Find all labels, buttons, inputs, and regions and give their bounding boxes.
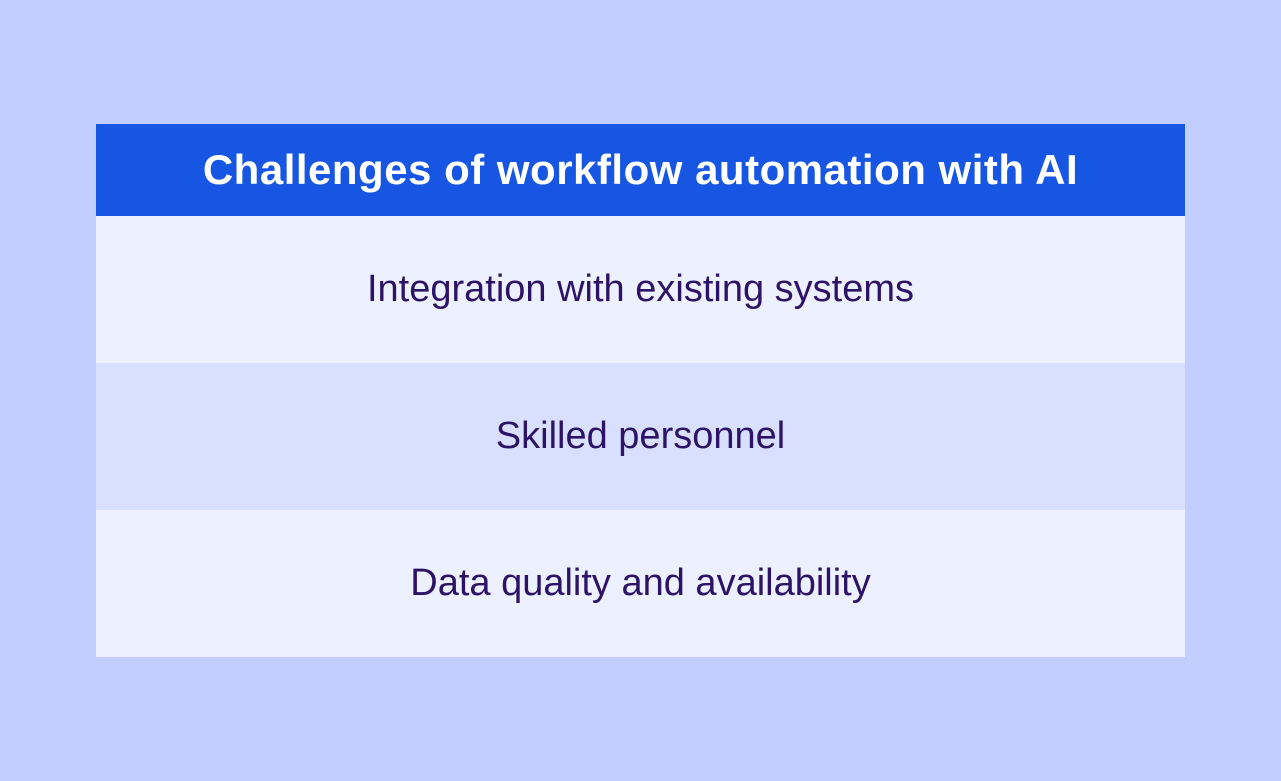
list-item: Data quality and availability bbox=[96, 510, 1185, 657]
list-item: Integration with existing systems bbox=[96, 216, 1185, 363]
infographic-title: Challenges of workflow automation with A… bbox=[96, 124, 1185, 216]
list-item: Skilled personnel bbox=[96, 363, 1185, 510]
infographic-container: Challenges of workflow automation with A… bbox=[96, 124, 1185, 657]
